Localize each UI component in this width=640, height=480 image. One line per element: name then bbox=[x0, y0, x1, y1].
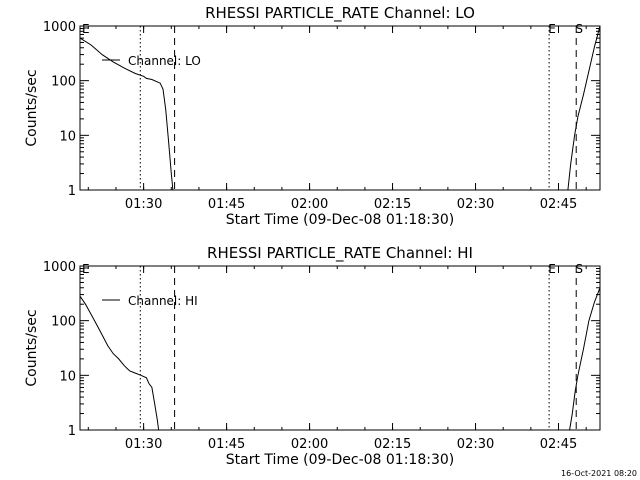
x-tick-label-0-3: 02:15 bbox=[374, 197, 411, 212]
x-tick-label-0-0: 01:30 bbox=[125, 197, 162, 212]
plot-frame-1 bbox=[79, 265, 601, 431]
series-line-0-0-1 bbox=[567, 25, 601, 191]
marker-label-0-4: S bbox=[575, 22, 583, 36]
x-axis-label-1: Start Time (09-Dec-08 01:18:30) bbox=[226, 452, 454, 468]
y-tick-label-0-2: 100 bbox=[51, 75, 76, 90]
marker-label-0-0: E bbox=[82, 22, 90, 36]
x-tick-label-0-5: 02:45 bbox=[540, 197, 577, 212]
series-line-1-0-1 bbox=[569, 287, 601, 431]
y-tick-label-1-2: 100 bbox=[51, 315, 76, 330]
x-tick-label-0-4: 02:30 bbox=[457, 197, 494, 212]
x-tick-label-0-2: 02:00 bbox=[291, 197, 328, 212]
x-tick-label-0-1: 01:45 bbox=[208, 197, 245, 212]
x-tick-label-1-5: 02:45 bbox=[540, 437, 577, 452]
footer-timestamp: 16-Oct-2021 08:20 bbox=[561, 469, 637, 478]
x-tick-label-1-4: 02:30 bbox=[457, 437, 494, 452]
y-axis-label-1: Counts/sec bbox=[24, 309, 40, 386]
x-axis-label-0: Start Time (09-Dec-08 01:18:30) bbox=[226, 212, 454, 228]
marker-label-1-3: E bbox=[548, 262, 556, 276]
y-axis-label-0: Counts/sec bbox=[24, 69, 40, 146]
marker-label-0-3: E bbox=[548, 22, 556, 36]
y-tick-label-1-0: 1 bbox=[68, 424, 76, 439]
x-tick-label-1-3: 02:15 bbox=[374, 437, 411, 452]
y-tick-label-0-3: 1000 bbox=[43, 20, 76, 35]
x-tick-label-1-1: 01:45 bbox=[208, 437, 245, 452]
chart-title-1: RHESSI PARTICLE_RATE Channel: HI bbox=[207, 244, 473, 263]
marker-label-1-0: E bbox=[82, 262, 90, 276]
y-tick-label-0-1: 10 bbox=[59, 129, 76, 144]
x-tick-label-1-2: 02:00 bbox=[291, 437, 328, 452]
legend-label-1: Channel: HI bbox=[128, 294, 198, 308]
legend-label-0: Channel: LO bbox=[128, 54, 201, 68]
y-tick-label-1-3: 1000 bbox=[43, 260, 76, 275]
plot-frame-0 bbox=[79, 25, 601, 191]
marker-label-1-4: S bbox=[575, 262, 583, 276]
y-tick-label-1-1: 10 bbox=[59, 369, 76, 384]
series-line-1-0-0 bbox=[79, 295, 160, 431]
chart-title-0: RHESSI PARTICLE_RATE Channel: LO bbox=[205, 4, 475, 23]
series-line-0-0-0 bbox=[79, 37, 174, 191]
x-tick-label-1-0: 01:30 bbox=[125, 437, 162, 452]
y-tick-label-0-0: 1 bbox=[68, 184, 76, 199]
